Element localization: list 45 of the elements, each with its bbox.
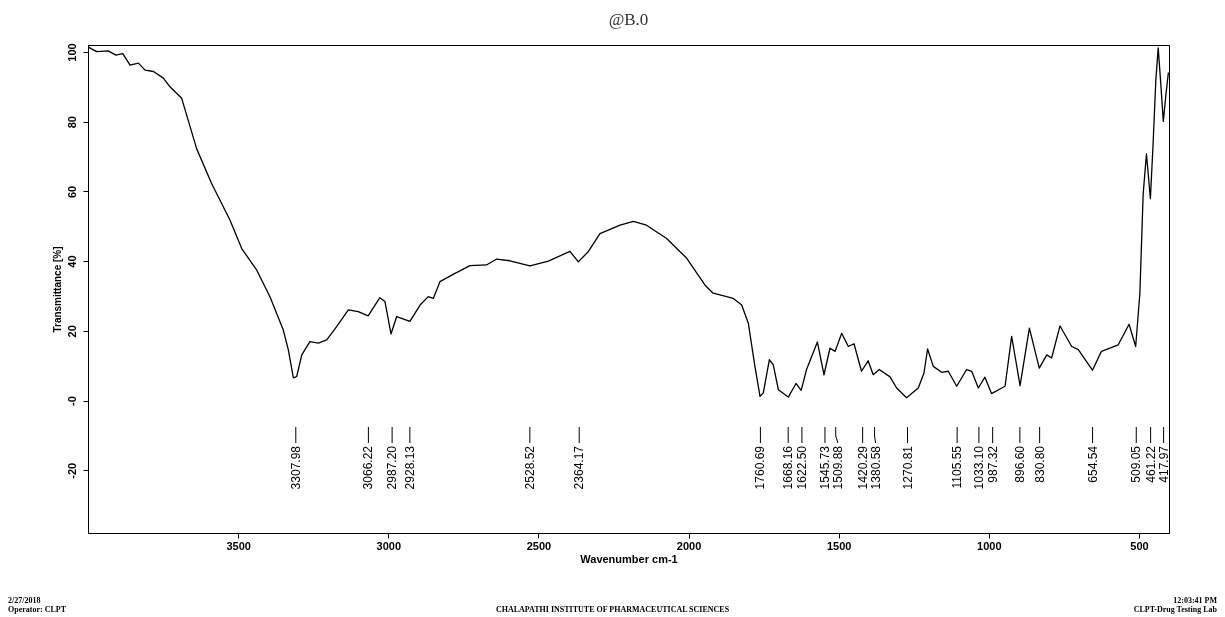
text: CLPT-Drug Testing Lab [1133, 605, 1217, 614]
annotation: 3066.22 [361, 445, 376, 490]
y-tick-label: 40 [65, 255, 78, 268]
annotation: 461.22 [1143, 445, 1158, 483]
x-tick-label: 3000 [376, 539, 402, 552]
annotation: 2987.20 [385, 445, 400, 490]
x-axis-title: Wavenumber cm-1 [580, 552, 678, 565]
annotation: 509.05 [1129, 445, 1144, 483]
annotation: 1622.50 [794, 445, 809, 490]
annotation: 2928.13 [402, 445, 417, 490]
text: 12:03:41 PM [1172, 596, 1217, 605]
annotation: 1380.58 [868, 445, 883, 490]
y-tick-label: 60 [65, 185, 78, 199]
y-tick-label: -0 [65, 396, 78, 406]
text: 2/27/2018 [8, 596, 42, 605]
chart-title: @B.0 [608, 9, 649, 29]
annotation: 2528.52 [522, 445, 537, 490]
y-tick-label: 100 [65, 43, 78, 62]
annotation: 1509.88 [830, 445, 845, 490]
x-tick-label: 500 [1130, 539, 1149, 552]
annotation: 1760.69 [753, 445, 768, 490]
x-tick-label: 1500 [826, 539, 852, 552]
x-tick-label: 1000 [977, 539, 1002, 552]
annotation: 830.80 [1032, 445, 1047, 483]
annotation: 896.60 [1012, 445, 1027, 483]
y-tick-label: -20 [65, 462, 78, 479]
annotation: 417.97 [1156, 445, 1171, 483]
annotation: 2364.17 [572, 445, 587, 490]
annotation: 987.32 [985, 445, 1000, 483]
annotation: 1668.16 [781, 445, 796, 490]
x-tick-label: 2000 [676, 539, 702, 552]
annotation: 654.54 [1085, 445, 1100, 483]
text: Operator: CLPT [8, 605, 66, 614]
y-axis-title: Transmittance [%] [51, 246, 63, 333]
annotation: 1270.81 [900, 445, 915, 490]
annotation: 3307.98 [288, 445, 303, 490]
annotation: 1545.73 [817, 445, 832, 490]
annotation: 1033.10 [971, 445, 986, 490]
x-tick-label: 3500 [226, 539, 251, 552]
x-tick-label: 2500 [526, 539, 552, 552]
text: CHALAPATHI INSTITUTE OF PHARMACEUTICAL SCIENCES [495, 605, 730, 614]
annotation: 1420.29 [855, 445, 870, 490]
y-tick-label: 20 [65, 325, 78, 338]
y-tick-label: 80 [65, 116, 78, 129]
annotation: 1105.55 [950, 445, 965, 489]
